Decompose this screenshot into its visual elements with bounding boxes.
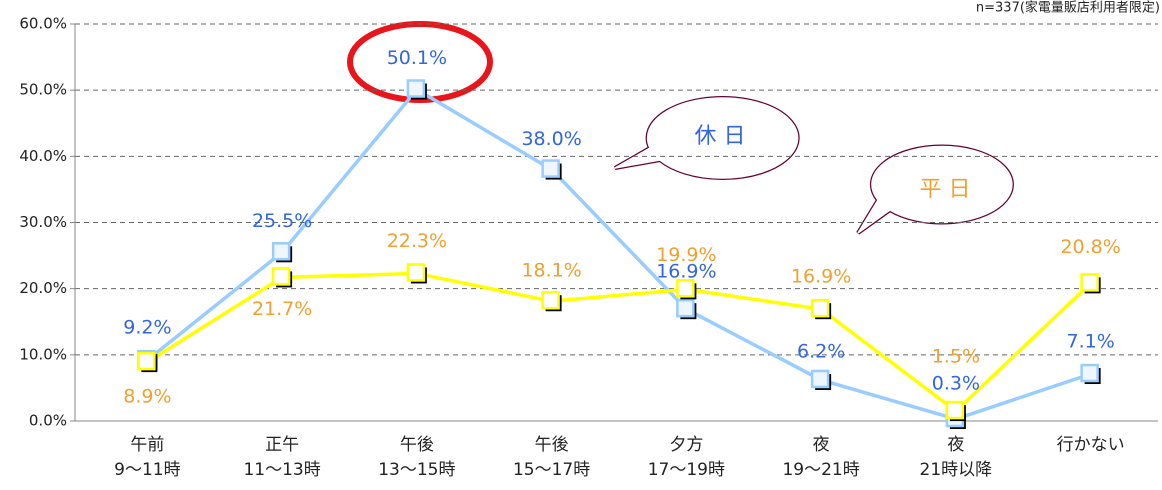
marker xyxy=(676,279,695,298)
marker xyxy=(810,369,830,389)
x-tick-label: 9～11時 xyxy=(114,460,180,480)
point xyxy=(1080,273,1101,294)
marker xyxy=(541,159,560,178)
marker xyxy=(676,298,695,318)
point xyxy=(541,159,562,180)
point xyxy=(810,369,832,390)
x-tick-label: 21時以降 xyxy=(920,460,993,480)
value-label: 19.9% xyxy=(656,244,716,266)
value-label: 16.9% xyxy=(791,266,851,288)
series-line xyxy=(146,87,1092,421)
marker xyxy=(406,263,426,282)
x-tick-label: 11～13時 xyxy=(243,460,320,480)
value-label: 16.9% xyxy=(656,261,716,283)
value-label: 20.8% xyxy=(1060,236,1120,258)
x-tick-label: 13～15時 xyxy=(378,460,455,480)
point xyxy=(406,79,427,100)
value-label: 8.9% xyxy=(123,386,171,408)
marker xyxy=(1080,363,1099,383)
marker xyxy=(810,298,830,318)
value-label: 9.2% xyxy=(123,317,171,339)
marker xyxy=(271,267,291,286)
point xyxy=(271,267,293,288)
point xyxy=(406,263,427,284)
value-label: 18.1% xyxy=(521,260,581,282)
point xyxy=(271,242,293,263)
x-tick-label: 午前 xyxy=(130,435,164,455)
x-tick-label: 行かない xyxy=(1057,435,1125,455)
x-tick-label: 17～19時 xyxy=(648,460,725,480)
x-tick-label: 夕方 xyxy=(669,435,703,455)
value-label: 6.2% xyxy=(797,340,845,362)
x-tick-label: 15～17時 xyxy=(513,460,590,480)
value-label: 38.0% xyxy=(521,128,581,150)
value-label: 21.7% xyxy=(252,298,312,320)
y-tick-label: 60.0% xyxy=(19,15,67,33)
y-tick-label: 10.0% xyxy=(19,345,67,363)
marker xyxy=(541,290,560,310)
value-label: 22.3% xyxy=(387,230,447,252)
series-line xyxy=(146,271,1092,414)
bubble-holiday xyxy=(614,95,800,180)
point xyxy=(810,298,832,320)
x-tick-label: 午後 xyxy=(535,435,569,455)
marker xyxy=(406,79,426,98)
point xyxy=(137,351,158,373)
marker xyxy=(1080,273,1099,292)
marker xyxy=(945,400,965,420)
marker xyxy=(271,242,291,261)
value-label: 1.5% xyxy=(932,346,980,368)
x-tick-label: 正午 xyxy=(265,435,299,455)
x-tick-label: 午後 xyxy=(400,435,434,455)
value-label: 7.1% xyxy=(1066,331,1114,353)
y-tick-label: 20.0% xyxy=(19,279,67,297)
x-tick-label: 夜 xyxy=(813,435,830,455)
point xyxy=(676,298,697,320)
marker xyxy=(137,351,156,371)
x-tick-label: 19～21時 xyxy=(782,460,859,480)
y-tick-label: 30.0% xyxy=(19,213,67,231)
value-label: 50.1% xyxy=(387,47,447,69)
y-tick-label: 40.0% xyxy=(19,147,67,165)
legend-label: 平 日 xyxy=(920,177,971,202)
bubble-weekday xyxy=(856,144,1014,235)
point xyxy=(676,279,697,300)
x-tick-label: 夜 xyxy=(947,435,964,455)
point xyxy=(945,400,966,422)
value-label: 0.3% xyxy=(932,373,980,395)
point xyxy=(541,290,562,312)
y-tick-label: 50.0% xyxy=(19,81,67,99)
point xyxy=(1080,363,1101,385)
legend-label: 休 日 xyxy=(695,124,746,149)
y-tick-label: 0.0% xyxy=(29,412,67,430)
sample-note: n=337(家電量販店利用者限定) xyxy=(976,0,1160,16)
value-label: 25.5% xyxy=(252,210,312,232)
